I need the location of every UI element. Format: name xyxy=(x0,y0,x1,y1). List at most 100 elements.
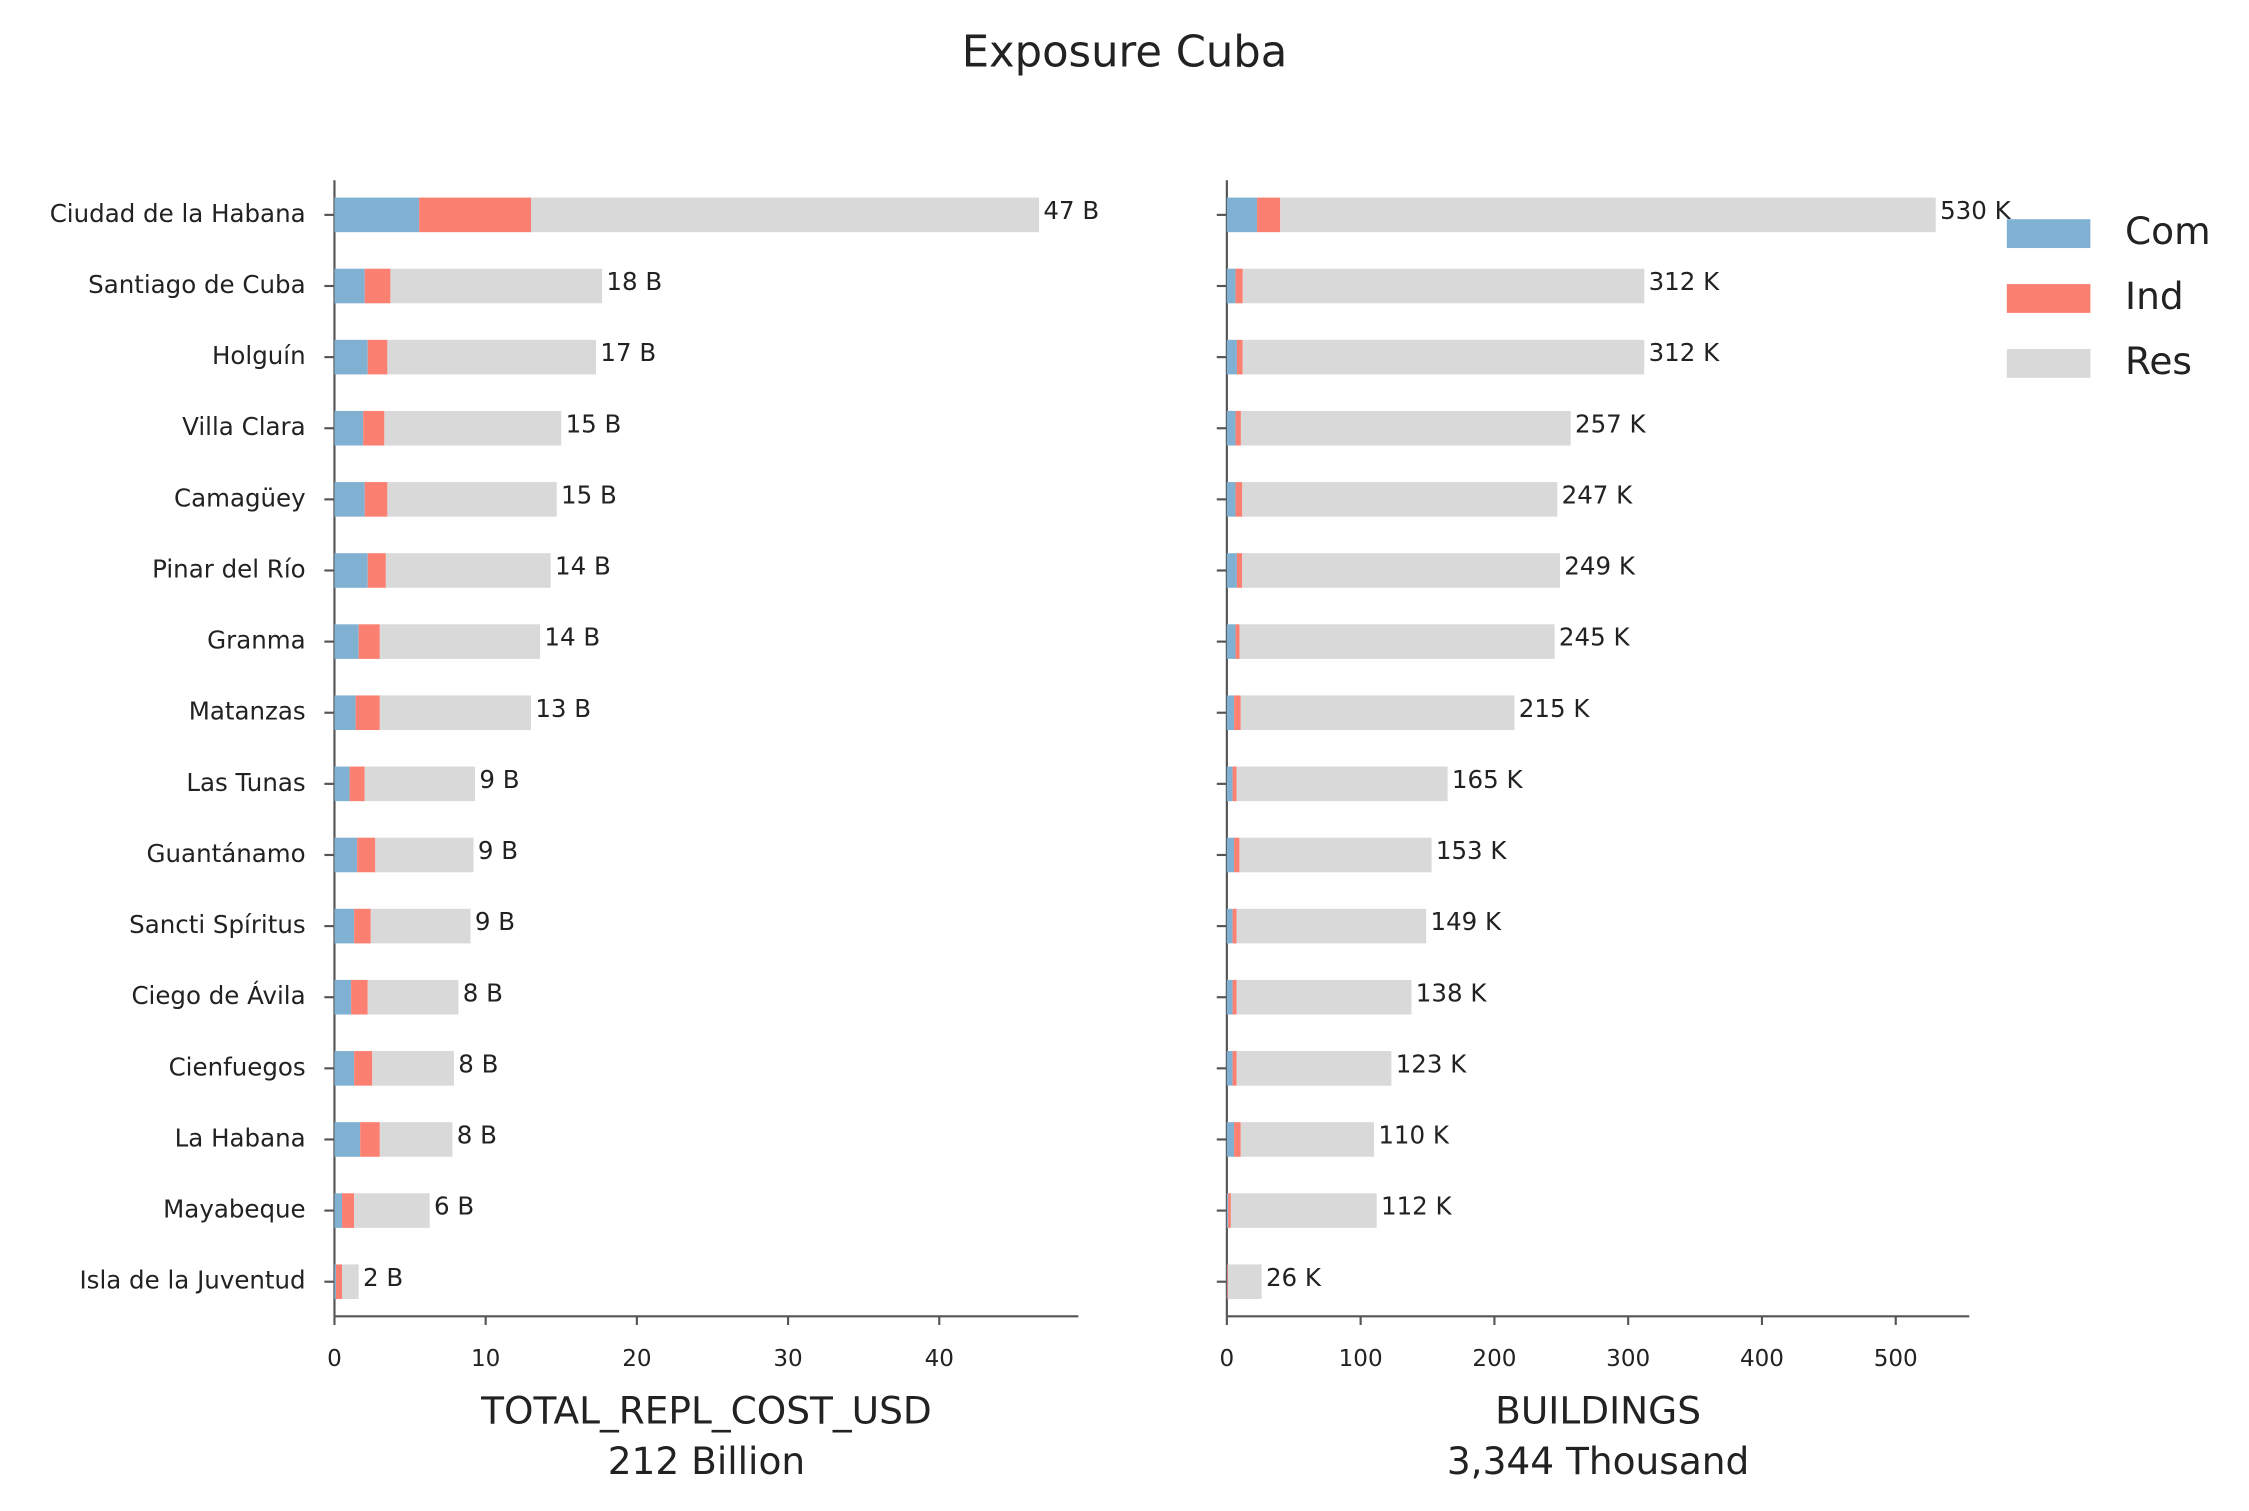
bar-segment xyxy=(1226,837,1235,873)
bar-segment xyxy=(419,197,532,233)
legend-label: Com xyxy=(2125,209,2211,253)
bar-segment xyxy=(387,482,557,517)
bar-segment xyxy=(334,837,358,873)
bar-segment xyxy=(363,410,385,446)
x-axis-label: TOTAL_REPL_COST_USD xyxy=(480,1388,932,1432)
total-label: 17 B xyxy=(600,338,656,367)
bar-segment xyxy=(1257,197,1281,233)
bar-segment xyxy=(342,1193,355,1228)
bar-segment xyxy=(357,837,376,873)
y-tick-label: Mayabeque xyxy=(163,1195,305,1224)
y-tick-label: Las Tunas xyxy=(186,768,305,797)
figure-title: Exposure Cuba xyxy=(962,27,1288,77)
bar-segment xyxy=(385,553,551,588)
bar-segment xyxy=(354,1193,430,1228)
y-tick-label: Granma xyxy=(207,626,305,655)
bar-segment xyxy=(358,624,380,659)
x-tick-label: 0 xyxy=(327,1346,342,1372)
bar-segment xyxy=(1226,979,1233,1015)
bar-segment xyxy=(364,482,388,517)
y-tick-label: Camagüey xyxy=(174,483,306,512)
bar-segment xyxy=(1226,1122,1235,1157)
total-label: 153 K xyxy=(1436,836,1508,865)
bar-segment xyxy=(1234,1122,1241,1157)
y-tick-label: Holguín xyxy=(212,341,306,370)
x-tick-label: 400 xyxy=(1740,1346,1784,1372)
bar-segment xyxy=(1235,624,1240,659)
bar-segment xyxy=(1226,339,1237,375)
bar-segment xyxy=(334,1264,336,1300)
bar-segment xyxy=(1236,1051,1392,1086)
bar-segment xyxy=(1234,695,1241,731)
bar-segment xyxy=(334,482,365,517)
bar-segment xyxy=(1232,908,1237,944)
total-label: 247 K xyxy=(1562,480,1634,509)
total-label: 47 B xyxy=(1043,196,1099,225)
x-tick-label: 10 xyxy=(471,1346,500,1372)
bar-segment xyxy=(334,339,368,375)
bar-segment xyxy=(375,837,474,873)
bar-segment xyxy=(367,339,388,375)
bar-segment xyxy=(1232,979,1237,1015)
bar-segment xyxy=(384,410,562,446)
bar-segment xyxy=(1226,482,1236,517)
y-tick-label: Villa Clara xyxy=(182,412,305,441)
total-label: 8 B xyxy=(458,1049,498,1078)
total-label: 165 K xyxy=(1452,765,1524,794)
total-label: 15 B xyxy=(561,480,617,509)
total-label: 8 B xyxy=(463,978,503,1007)
bar-segment xyxy=(349,766,365,802)
x-tick-label: 20 xyxy=(622,1346,651,1372)
bar-segment xyxy=(1226,908,1233,944)
y-tick-label: La Habana xyxy=(175,1123,306,1152)
y-tick-label: Santiago de Cuba xyxy=(88,270,305,299)
y-tick-label: Isla de la Juventud xyxy=(79,1266,305,1295)
bar-segment xyxy=(390,268,603,304)
bar-segment xyxy=(1242,268,1645,304)
x-axis-sublabel: 212 Billion xyxy=(608,1439,805,1483)
bar-segment xyxy=(1232,1051,1237,1086)
bar-segment xyxy=(334,979,352,1015)
bar-segment xyxy=(1236,979,1412,1015)
total-label: 8 B xyxy=(457,1121,497,1150)
bar-segment xyxy=(370,908,471,944)
bar-segment xyxy=(1227,1264,1262,1300)
total-label: 9 B xyxy=(479,765,519,794)
legend-label: Ind xyxy=(2125,274,2184,318)
bar-segment xyxy=(1226,197,1258,233)
x-tick-label: 200 xyxy=(1472,1346,1516,1372)
legend-label: Res xyxy=(2125,339,2192,383)
bar-segment xyxy=(1228,1193,1231,1228)
bar-segment xyxy=(1239,624,1555,659)
bar-segment xyxy=(1240,1122,1375,1157)
x-tick-label: 500 xyxy=(1874,1346,1918,1372)
bar-segment xyxy=(1242,553,1560,588)
bar-segment xyxy=(364,766,476,802)
bar-segment xyxy=(1232,766,1237,802)
bar-segment xyxy=(354,908,371,944)
bar-segment xyxy=(1226,553,1237,588)
total-label: 18 B xyxy=(606,267,662,296)
bar-segment xyxy=(334,268,365,304)
legend-swatch xyxy=(2006,219,2091,249)
total-label: 9 B xyxy=(475,907,515,936)
x-tick-label: 100 xyxy=(1339,1346,1383,1372)
bar-segment xyxy=(1236,766,1448,802)
bar-segment xyxy=(334,624,359,659)
bar-segment xyxy=(1226,624,1236,659)
total-label: 138 K xyxy=(1416,978,1488,1007)
bar-segment xyxy=(355,695,380,731)
bar-segment xyxy=(1226,1193,1229,1228)
bar-segment xyxy=(334,766,350,802)
y-tick-label: Pinar del Río xyxy=(152,554,305,583)
total-label: 9 B xyxy=(478,836,518,865)
total-label: 6 B xyxy=(434,1192,474,1221)
bar-segment xyxy=(372,1051,454,1086)
total-label: 257 K xyxy=(1575,409,1647,438)
bar-segment xyxy=(334,410,364,446)
bar-segment xyxy=(354,1051,373,1086)
bar-segment xyxy=(1242,482,1558,517)
bar-segment xyxy=(387,339,597,375)
